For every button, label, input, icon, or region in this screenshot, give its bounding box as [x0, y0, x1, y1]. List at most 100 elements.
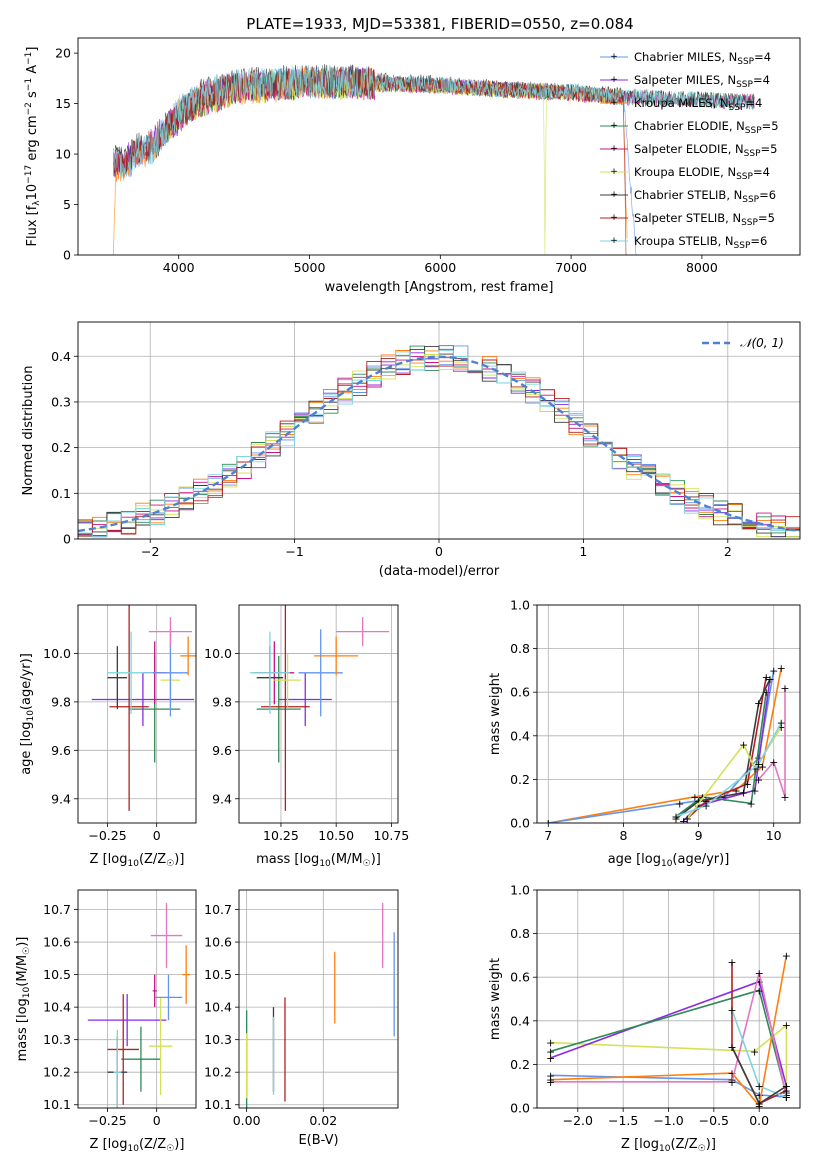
age_vs_Z-plot-area [91, 605, 196, 811]
weight-point-marker: + [546, 1074, 555, 1087]
x-tick-label: −2.0 [563, 1113, 593, 1128]
residuals-axes: −2 −1 0 1 2 0 0.1 0.2 0.3 0.4 (data-model)/error No… [21, 321, 801, 579]
age_vs_Z-grid [78, 605, 196, 823]
weight-point-marker: + [701, 800, 710, 813]
y-tick-label: 10.3 [204, 1032, 232, 1047]
x-tick-label: 8000 [686, 260, 718, 275]
y-tick-label: 0.8 [510, 926, 530, 941]
y-tick-label: 0.4 [51, 349, 71, 364]
weight-point-marker: + [544, 817, 553, 830]
x-axis-label: Z [log10(Z/Z☉)] [90, 1137, 185, 1154]
legend-label: Chabrier STELIB, NSSP=6 [634, 188, 776, 205]
y-tick-label: 10.6 [204, 935, 232, 950]
error-bar-point [150, 903, 183, 969]
y-tick-label: 0.2 [51, 440, 71, 455]
weight-point-marker: + [671, 810, 680, 823]
axes-frame [77, 604, 197, 824]
y-tick-label: 10.6 [43, 935, 71, 950]
y-tick-label: 10.2 [43, 1065, 71, 1080]
axes-frame [77, 37, 801, 256]
legend-marker: + [610, 52, 618, 62]
mass_vs_Z-plot-area [87, 903, 191, 1108]
weight-point-marker: + [727, 1004, 736, 1017]
weight-point-marker: + [755, 984, 764, 997]
error-bar-point [152, 974, 157, 1008]
weight-point-marker: + [683, 813, 692, 826]
axes-frame [536, 604, 801, 824]
weight-series-line [550, 955, 788, 1108]
x-tick-label: 0.00 [233, 1113, 261, 1128]
x-tick-label: 1 [579, 544, 587, 559]
error-bar-point [148, 617, 193, 647]
mass_weight_vs_age-axes: 7 8 9 10 0.0 0.2 0.4 0.6 0.8 1.0 age [log10(age/yr… [488, 598, 801, 869]
mass_vs_ebv-axes: 0.00 0.02 10.1 10.2 10.3 10.4 10.5 10.6 10.7 E(B-… [204, 889, 399, 1148]
axes-frame [77, 889, 197, 1109]
weight-point-marker: + [546, 1052, 555, 1065]
x-tick-label: −0.5 [699, 1113, 729, 1128]
mass_vs_ebv-grid [239, 890, 398, 1108]
y-tick-label: 9.8 [212, 694, 232, 709]
x-tick-label: −0.25 [88, 828, 126, 843]
x-tick-label: 10.75 [373, 828, 409, 843]
y-tick-label: 20 [55, 46, 71, 61]
residuals-chart: −2 −1 0 1 2 0 0.1 0.2 0.3 0.4 (data-model)/error No… [21, 321, 801, 579]
x-tick-label: 0 [153, 1113, 161, 1128]
mass_weight_vs_age-chart: +++++++++++++++++++++++++++++++++++++++7… [488, 598, 801, 869]
weight-series-line [550, 1023, 788, 1093]
legend-label: 𝒩(0, 1) [740, 336, 784, 350]
spectrum-legend: + Chabrier MILES, NSSP=4 + Salpeter MILES, … [600, 50, 779, 251]
weight-point-marker: + [690, 791, 699, 804]
y-tick-label: 0.2 [510, 772, 530, 787]
y-tick-label: 0.0 [510, 816, 530, 831]
legend-marker: + [610, 236, 618, 246]
mass_weight_vs_Z-axes: −2.0 −1.5 −1.0 −0.5 0.0 0.0 0.2 0.4 0.6 0.8 1.0 Z [… [488, 883, 801, 1154]
x-tick-label: 10 [766, 828, 782, 843]
x-axis-label: (data-model)/error [379, 564, 500, 579]
x-tick-label: 7000 [555, 260, 587, 275]
spectrum-series-line [113, 64, 755, 180]
y-tick-label: 15 [55, 96, 71, 111]
error-bar-point [121, 1026, 161, 1092]
error-bar-point [180, 636, 196, 676]
axes-frame [238, 604, 399, 824]
weight-point-marker: + [755, 1080, 764, 1093]
age_vs_Z-axes: −0.25 0 9.4 9.6 9.8 10.0 Z [log10(Z/Z☉)] age [l… [19, 604, 197, 869]
y-axis-label: mass [log10(M/M☉)] [15, 937, 32, 1062]
error-bar-point [107, 646, 128, 710]
legend-label: Kroupa MILES, NSSP=4 [634, 96, 762, 113]
y-tick-label: 0.6 [510, 970, 530, 985]
weight-point-marker: + [769, 664, 778, 677]
error-bar-point [109, 605, 149, 811]
weight-series-line [675, 722, 782, 818]
weight-point-marker: + [727, 1041, 736, 1054]
weight-series-line [731, 1046, 787, 1105]
error-bar-point [256, 655, 301, 763]
y-tick-label: 10.7 [43, 902, 71, 917]
x-tick-label: 4000 [163, 260, 195, 275]
mass_vs_ebv-chart: 0.00 0.02 10.1 10.2 10.3 10.4 10.5 10.6 10.7 E(B-… [204, 889, 399, 1148]
weight-point-marker: + [782, 1091, 791, 1104]
y-axis-label: mass weight [488, 673, 503, 755]
histogram-series [78, 354, 800, 538]
weight-point-marker: + [727, 956, 736, 969]
y-tick-label: 0.8 [510, 641, 530, 656]
weight-point-marker: + [727, 1076, 736, 1089]
x-axis-label: wavelength [Angstrom, rest frame] [325, 280, 554, 295]
weight-point-marker: + [679, 815, 688, 828]
x-tick-label: 5000 [294, 260, 326, 275]
weight-point-marker: + [782, 949, 791, 962]
legend-marker: + [610, 167, 618, 177]
y-tick-label: 10.0 [204, 646, 232, 661]
weight-series-line [675, 678, 771, 820]
y-tick-label: 1.0 [510, 598, 530, 613]
y-axis-label: mass weight [488, 958, 503, 1040]
y-tick-label: 9.6 [212, 743, 232, 758]
weight-point-marker: + [671, 810, 680, 823]
spectrum-axes: 4000 5000 6000 7000 8000 0 5 10 15 20 wavelength [… [24, 37, 801, 295]
y-tick-label: 9.4 [51, 791, 71, 806]
x-tick-label: 10.25 [263, 828, 299, 843]
legend-label: Chabrier ELODIE, NSSP=5 [634, 119, 779, 136]
weight-point-marker: + [782, 1091, 791, 1104]
weight-point-marker: + [698, 791, 707, 804]
